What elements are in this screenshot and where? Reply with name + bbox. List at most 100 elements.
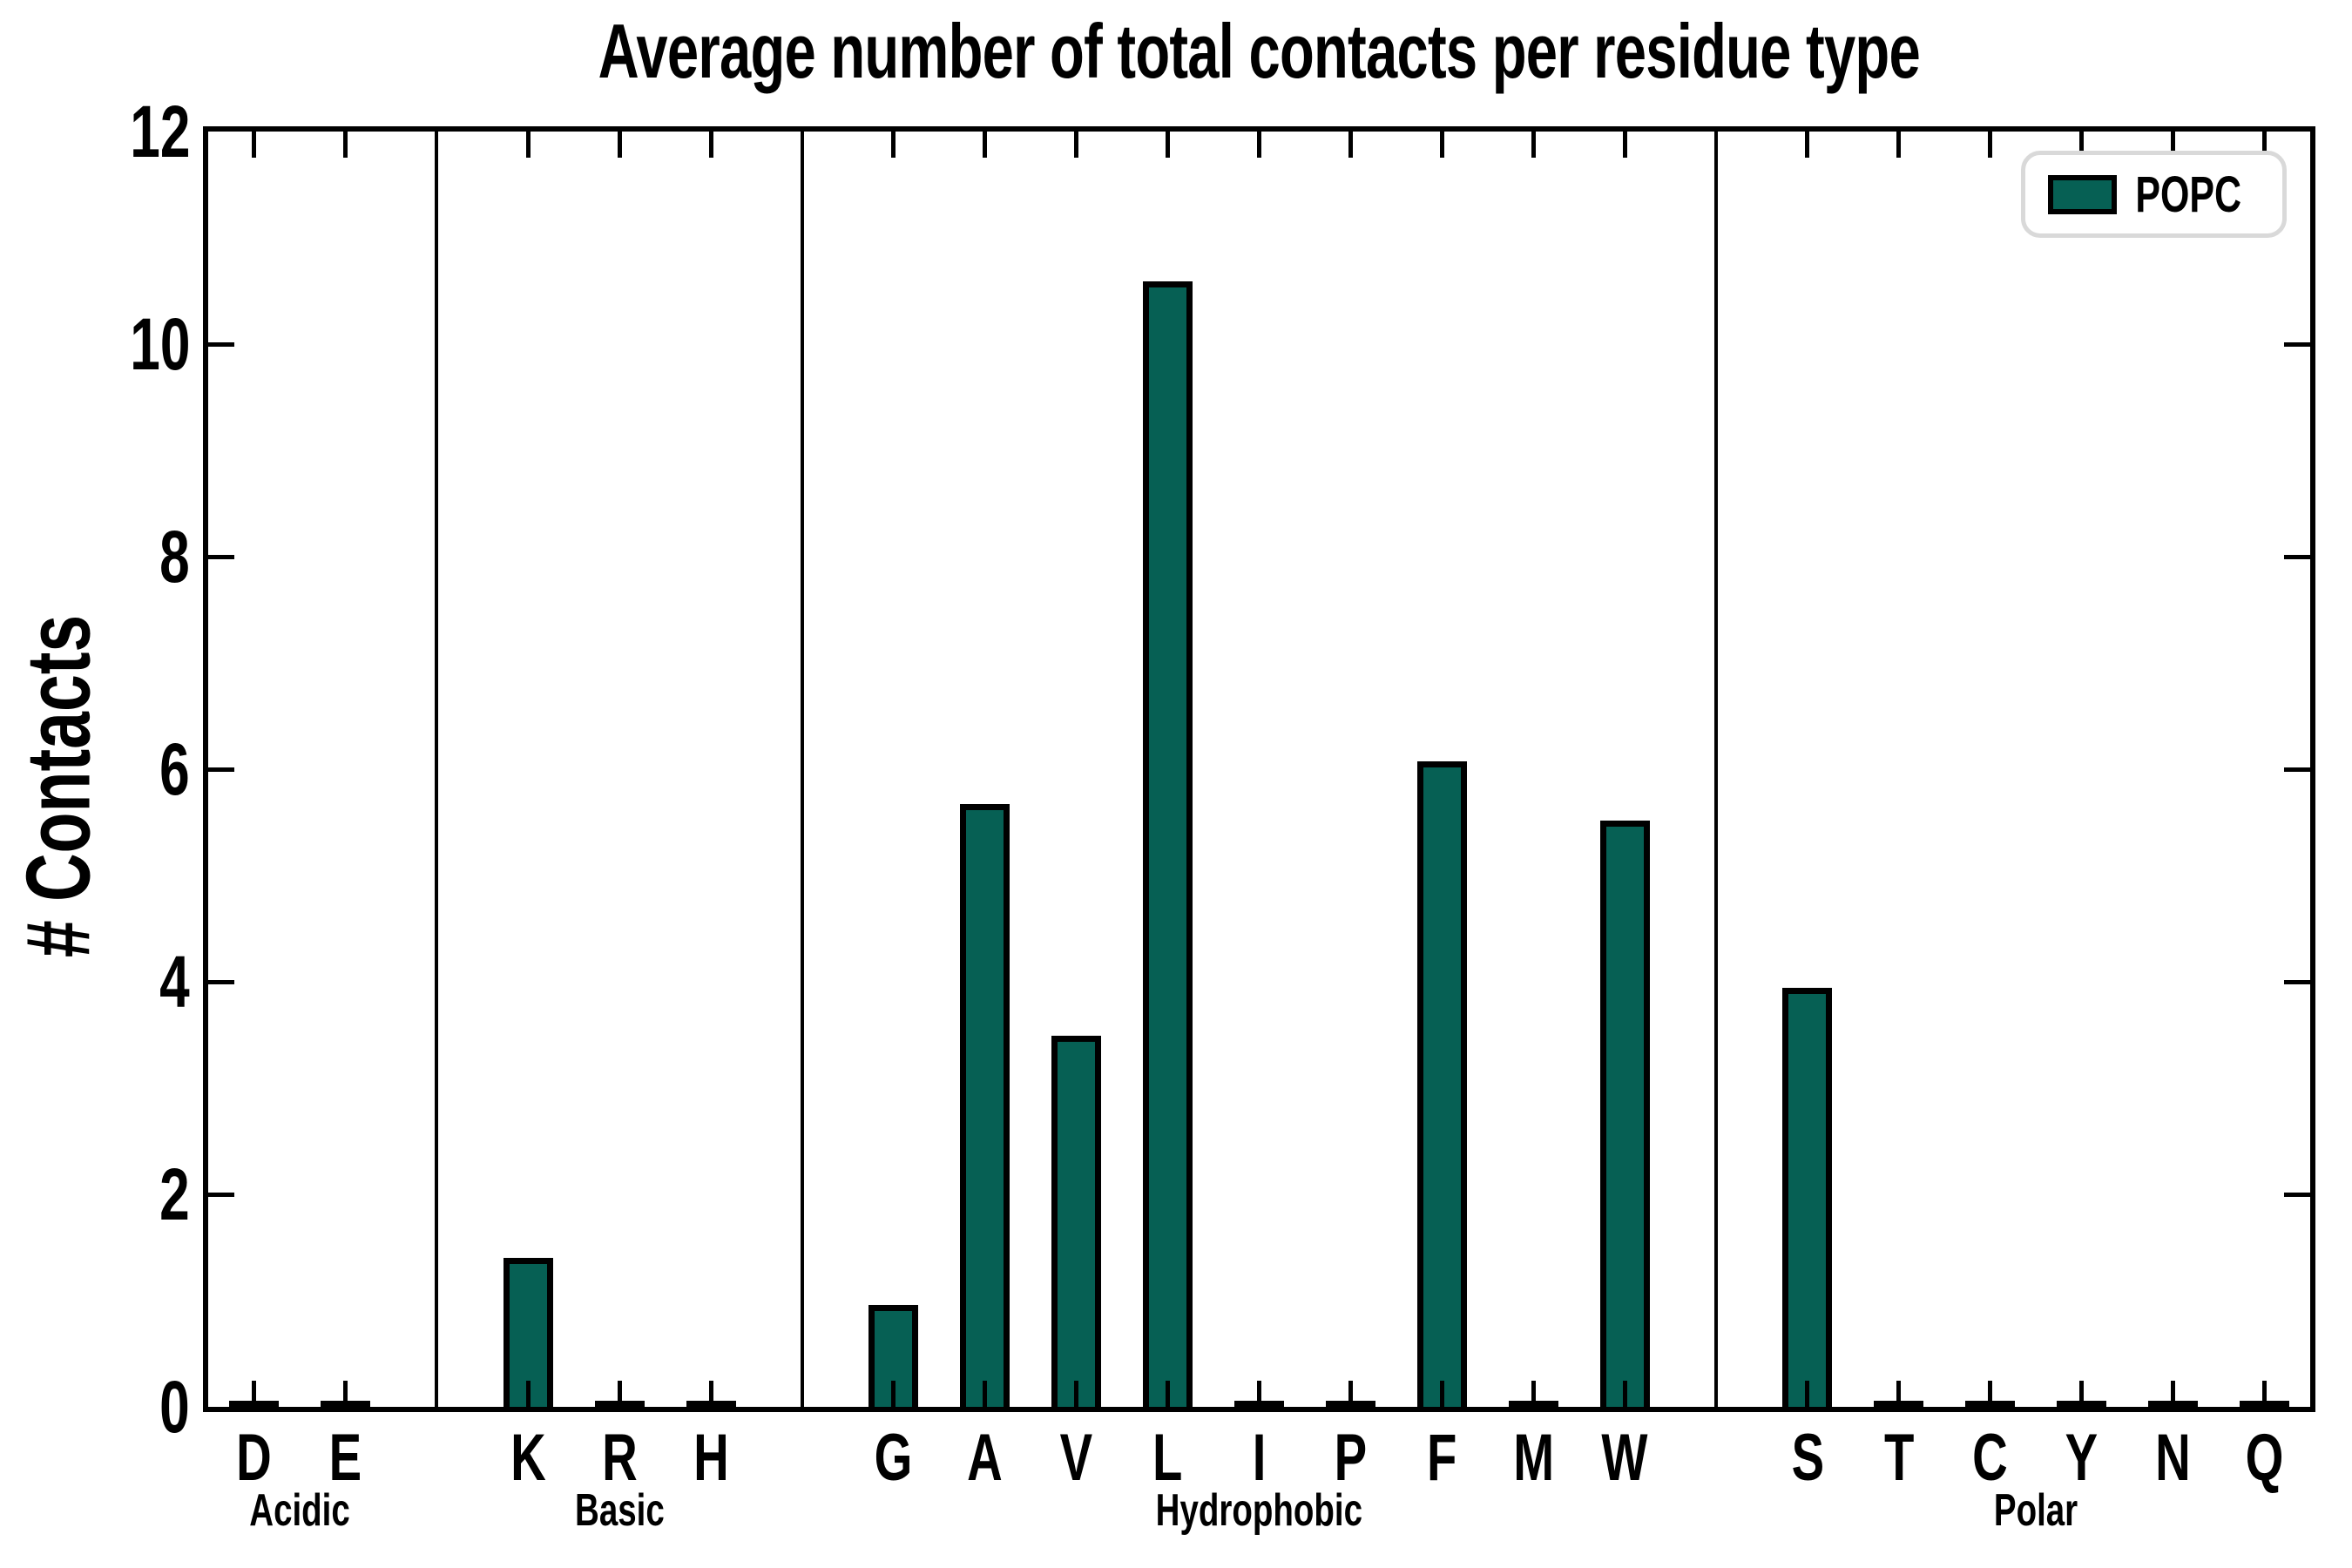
x-tick-top-Y <box>2079 132 2085 158</box>
x-tick-top-V <box>1074 132 1079 158</box>
x-tick-top-L <box>1166 132 1171 158</box>
x-tick-label-text: A <box>967 1421 1004 1495</box>
x-tick-bottom-I <box>1257 1381 1261 1407</box>
x-tick-top-H <box>708 132 713 158</box>
x-tick-label-I: I <box>1207 1425 1312 1491</box>
y-tick-label-text: 12 <box>129 91 190 172</box>
x-tick-bottom-S <box>1805 1381 1810 1407</box>
chart-title-text: Average number of total contacts per res… <box>598 8 1921 94</box>
x-tick-label-text: R <box>601 1421 638 1495</box>
x-tick-label-C: C <box>1938 1425 2043 1491</box>
x-tick-bottom-M <box>1531 1381 1536 1407</box>
x-tick-label-text: S <box>1791 1421 1824 1495</box>
bar-F <box>1416 761 1467 1407</box>
x-tick-bottom-H <box>708 1381 713 1407</box>
y-tick-label-10: 10 <box>0 308 190 381</box>
group-label-text: Basic <box>574 1485 665 1536</box>
x-tick-bottom-Q <box>2262 1381 2268 1407</box>
x-tick-top-E <box>342 132 348 158</box>
x-tick-bottom-P <box>1348 1381 1353 1407</box>
bar-W <box>1599 820 1650 1407</box>
y-tick-right-4 <box>2284 979 2310 984</box>
y-tick-left-4 <box>208 979 234 984</box>
y-tick-label-12: 12 <box>0 95 190 168</box>
x-tick-label-text: E <box>328 1421 362 1495</box>
x-tick-label-P: P <box>1298 1425 1402 1491</box>
x-tick-label-text: Y <box>2065 1421 2099 1495</box>
x-tick-label-text: Q <box>2245 1421 2284 1495</box>
chart-title: Average number of total contacts per res… <box>203 7 2315 96</box>
x-tick-bottom-W <box>1622 1381 1627 1407</box>
group-label-text: Hydrophobic <box>1155 1485 1363 1536</box>
group-label-acidic: Acidic <box>91 1488 509 1533</box>
x-tick-label-Q: Q <box>2213 1425 2317 1491</box>
y-tick-label-text: 6 <box>159 728 190 810</box>
x-tick-label-text: G <box>874 1421 913 1495</box>
x-tick-label-text: H <box>693 1421 729 1495</box>
y-tick-label-text: 0 <box>159 1366 190 1448</box>
group-separator-2 <box>1714 132 1719 1407</box>
x-tick-bottom-L <box>1166 1381 1171 1407</box>
x-tick-bottom-G <box>891 1381 896 1407</box>
x-tick-label-M: M <box>1481 1425 1585 1491</box>
x-tick-label-G: G <box>841 1425 946 1491</box>
x-tick-label-text: P <box>1334 1421 1368 1495</box>
x-tick-top-G <box>891 132 896 158</box>
x-tick-top-R <box>617 132 622 158</box>
y-tick-right-10 <box>2284 341 2310 347</box>
y-tick-label-text: 10 <box>129 303 190 385</box>
x-tick-label-A: A <box>933 1425 1037 1491</box>
y-tick-left-6 <box>208 767 234 772</box>
x-tick-label-Y: Y <box>2030 1425 2134 1491</box>
x-tick-label-text: N <box>2155 1421 2191 1495</box>
x-tick-top-T <box>1896 132 1902 158</box>
y-tick-left-2 <box>208 1192 234 1197</box>
legend-entry-label: POPC <box>2134 166 2241 223</box>
x-tick-top-Q <box>2262 132 2268 158</box>
x-tick-label-F: F <box>1389 1425 1494 1491</box>
x-tick-label-N: N <box>2121 1425 2226 1491</box>
x-tick-bottom-K <box>525 1381 531 1407</box>
x-tick-top-I <box>1257 132 1261 158</box>
x-tick-bottom-C <box>1988 1381 1993 1407</box>
x-tick-top-C <box>1988 132 1993 158</box>
y-tick-label-6: 6 <box>0 733 190 806</box>
y-tick-label-text: 4 <box>159 941 190 1023</box>
y-tick-right-8 <box>2284 554 2310 559</box>
x-tick-top-W <box>1622 132 1627 158</box>
x-tick-label-text: D <box>236 1421 272 1495</box>
x-tick-label-S: S <box>1755 1425 1860 1491</box>
x-tick-label-text: V <box>1059 1421 1093 1495</box>
x-tick-label-R: R <box>567 1425 672 1491</box>
group-separator-0 <box>435 132 439 1407</box>
group-label-text: Polar <box>1994 1485 2078 1536</box>
group-separator-1 <box>800 132 804 1407</box>
x-tick-top-F <box>1439 132 1444 158</box>
bar-L <box>1143 281 1193 1407</box>
x-tick-label-text: K <box>510 1421 546 1495</box>
x-tick-bottom-A <box>983 1381 988 1407</box>
group-label-basic: Basic <box>410 1488 828 1533</box>
legend: POPC <box>2021 151 2287 238</box>
x-tick-label-text: W <box>1601 1421 1648 1495</box>
x-tick-bottom-Y <box>2079 1381 2085 1407</box>
x-tick-top-N <box>2171 132 2176 158</box>
x-tick-bottom-N <box>2171 1381 2176 1407</box>
x-tick-label-D: D <box>201 1425 306 1491</box>
x-tick-label-T: T <box>1847 1425 1951 1491</box>
x-tick-label-text: M <box>1512 1421 1554 1495</box>
x-tick-label-text: I <box>1252 1421 1267 1495</box>
x-tick-bottom-F <box>1439 1381 1444 1407</box>
y-tick-right-6 <box>2284 767 2310 772</box>
x-tick-top-A <box>983 132 988 158</box>
x-tick-top-D <box>251 132 256 158</box>
group-label-polar: Polar <box>1827 1488 2245 1533</box>
y-tick-label-text: 8 <box>159 516 190 598</box>
y-tick-label-2: 2 <box>0 1158 190 1231</box>
group-label-text: Acidic <box>249 1485 350 1536</box>
y-tick-right-2 <box>2284 1192 2310 1197</box>
group-label-hydrophobic: Hydrophobic <box>1051 1488 1469 1533</box>
y-tick-label-8: 8 <box>0 520 190 593</box>
x-tick-label-H: H <box>659 1425 763 1491</box>
